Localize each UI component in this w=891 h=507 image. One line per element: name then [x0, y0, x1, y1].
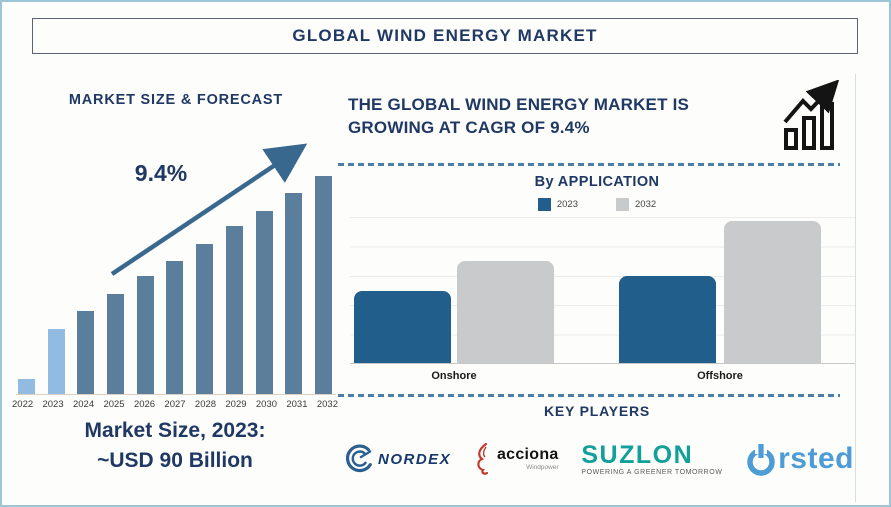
x-tick-2030: 2030 [255, 399, 278, 410]
x-tick-2028: 2028 [194, 399, 217, 410]
headline-line2: GROWING AT CAGR OF 9.4% [348, 118, 590, 137]
forecast-bar-2026 [136, 276, 154, 394]
logo-nordex: NORDEX [342, 443, 451, 475]
application-legend: 2023 2032 [347, 198, 847, 211]
page-title: GLOBAL WIND ENERGY MARKET [292, 26, 598, 45]
suzlon-logo-tagline: POWERING A GREENER TOMORROW [581, 468, 723, 476]
legend-item-2032: 2032 [616, 198, 656, 211]
x-tick-2025: 2025 [103, 399, 125, 410]
logo-acciona: acciona Windpower [474, 441, 559, 477]
forecast-bar-2027 [166, 261, 184, 394]
orsted-power-icon [747, 444, 775, 476]
acciona-logo-subtext: Windpower [526, 464, 559, 471]
legend-swatch-2023 [537, 198, 551, 211]
x-tick-2022: 2022 [12, 399, 34, 410]
market-size-caption-line2: ~USD 90 Billion [97, 449, 253, 472]
bar-onshore-2023 [354, 291, 451, 363]
x-tick-2023: 2023 [42, 399, 64, 410]
x-tick-2032: 2032 [316, 399, 338, 410]
suzlon-logo-text: SUZLON [581, 440, 694, 469]
market-size-caption: Market Size, 2023: ~USD 90 Billion [10, 416, 340, 476]
x-tick-2026: 2026 [133, 399, 156, 410]
application-plot [350, 217, 855, 364]
forecast-chart-title: MARKET SIZE & FORECAST [68, 92, 284, 108]
forecast-bar-2032 [314, 176, 332, 394]
forecast-bar-2023 [47, 329, 65, 394]
nordex-logo-icon [345, 444, 372, 473]
forecast-bar-2028 [196, 244, 214, 394]
title-banner: GLOBAL WIND ENERGY MARKET [32, 18, 858, 54]
legend-swatch-2032 [616, 198, 629, 211]
legend-item-2023: 2023 [537, 198, 578, 211]
forecast-bar-2029 [225, 226, 243, 394]
bar-offshore-2023 [619, 276, 716, 363]
dashed-divider-top [338, 163, 840, 166]
forecast-x-axis: 2022 2023 2024 2025 2026 2027 2028 2029 2030 2031… [12, 399, 338, 410]
bar-onshore-2032 [457, 261, 554, 363]
market-size-caption-line1: Market Size, 2023: [84, 419, 266, 442]
headline: THE GLOBAL WIND ENERGY MARKET IS GROWING… [348, 93, 778, 139]
application-chart-title: By APPLICATION [534, 174, 660, 190]
forecast-bar-2031 [285, 193, 303, 394]
headline-line1: THE GLOBAL WIND ENERGY MARKET IS [348, 95, 690, 114]
forecast-bar-2030 [255, 211, 273, 394]
forecast-bar-2024 [77, 311, 95, 394]
x-tick-2027: 2027 [164, 399, 186, 410]
key-players-title: KEY PLAYERS [543, 403, 651, 419]
dashed-divider-bottom [338, 394, 840, 397]
category-label-offshore: Offshore [697, 370, 743, 382]
nordex-logo-text: NORDEX [378, 450, 452, 468]
right-edge-divider [855, 74, 856, 502]
acciona-logo-icon [477, 442, 489, 475]
x-tick-2029: 2029 [225, 399, 247, 410]
x-tick-2024: 2024 [72, 399, 95, 410]
bar-offshore-2032 [724, 221, 821, 363]
x-tick-2031: 2031 [286, 399, 308, 410]
forecast-bars [18, 176, 332, 394]
legend-label-2023: 2023 [556, 199, 578, 210]
forecast-axis-line [16, 394, 336, 395]
logo-orsted: rsted [745, 441, 854, 477]
acciona-logo-text: acciona [496, 446, 559, 463]
forecast-bar-2025 [107, 294, 125, 394]
cagr-value-label: 9.4% [134, 160, 188, 186]
category-label-onshore: Onshore [431, 370, 477, 382]
legend-label-2032: 2032 [635, 199, 657, 210]
orsted-logo-text: rsted [778, 442, 854, 475]
forecast-bar-2022 [18, 379, 35, 394]
bar-chart-growth-icon [783, 80, 840, 150]
key-players-logos: NORDEX acciona Windpower SUZLON POWERING… [342, 426, 854, 492]
logo-suzlon: SUZLON POWERING A GREENER TOMORROW [581, 440, 723, 476]
